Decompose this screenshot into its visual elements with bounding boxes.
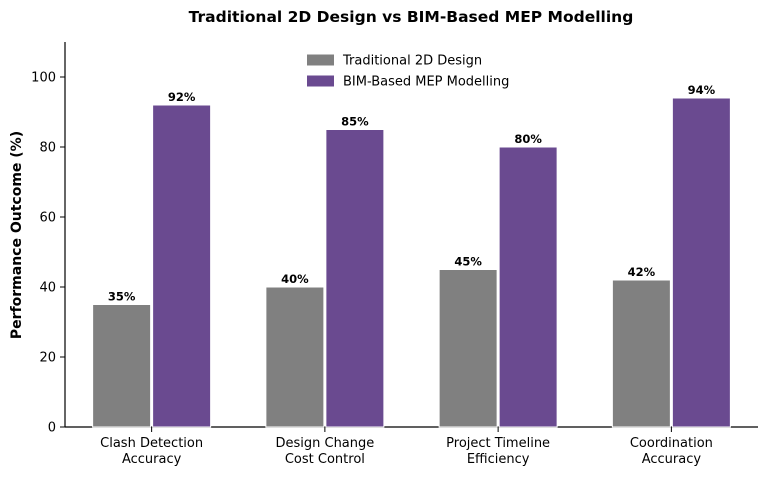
x-category-label: Coordination xyxy=(630,436,713,451)
legend-swatch xyxy=(307,54,334,66)
bar-bim xyxy=(498,146,558,428)
bar-bim xyxy=(325,129,385,428)
chart-title: Traditional 2D Design vs BIM-Based MEP M… xyxy=(189,8,634,26)
y-tick-label: 0 xyxy=(48,421,56,436)
bar-value-label: 94% xyxy=(688,83,716,97)
x-category-label: Design Change xyxy=(275,436,374,451)
y-tick-label: 40 xyxy=(39,281,56,296)
bar-traditional xyxy=(438,269,498,428)
bar-value-label: 85% xyxy=(341,115,369,129)
bar-traditional xyxy=(92,304,152,428)
bar-value-label: 80% xyxy=(514,132,542,146)
legend-label: BIM-Based MEP Modelling xyxy=(343,75,509,90)
y-axis-label: Performance Outcome (%) xyxy=(9,131,25,339)
bar-bim xyxy=(152,104,212,428)
bar-traditional xyxy=(265,286,325,428)
bar-value-label: 35% xyxy=(108,290,136,304)
x-category-label: Accuracy xyxy=(642,452,702,467)
bar-bim xyxy=(671,97,731,428)
legend: Traditional 2D Design BIM-Based MEP Model… xyxy=(307,54,509,90)
bar-traditional xyxy=(611,279,671,428)
bar-value-label: 40% xyxy=(281,272,309,286)
data-labels-group: 35% 92% 40% 85% 45% 80% 42% 94% xyxy=(108,83,716,304)
legend-swatch xyxy=(307,75,334,87)
bar-value-label: 45% xyxy=(454,255,482,269)
bar-value-label: 42% xyxy=(628,265,656,279)
x-category-label: Project Timeline xyxy=(446,436,550,451)
x-category-label: Accuracy xyxy=(122,452,182,467)
bar-value-label: 92% xyxy=(168,90,196,104)
y-tick-label: 20 xyxy=(39,351,56,366)
x-category-label: Cost Control xyxy=(285,452,365,467)
legend-label: Traditional 2D Design xyxy=(342,54,482,69)
y-tick-label: 100 xyxy=(31,71,56,86)
y-tick-label: 60 xyxy=(39,211,56,226)
x-category-label: Efficiency xyxy=(467,452,530,467)
x-category-label: Clash Detection xyxy=(100,436,203,451)
bars-group xyxy=(92,97,731,428)
y-tick-label: 80 xyxy=(39,141,56,156)
